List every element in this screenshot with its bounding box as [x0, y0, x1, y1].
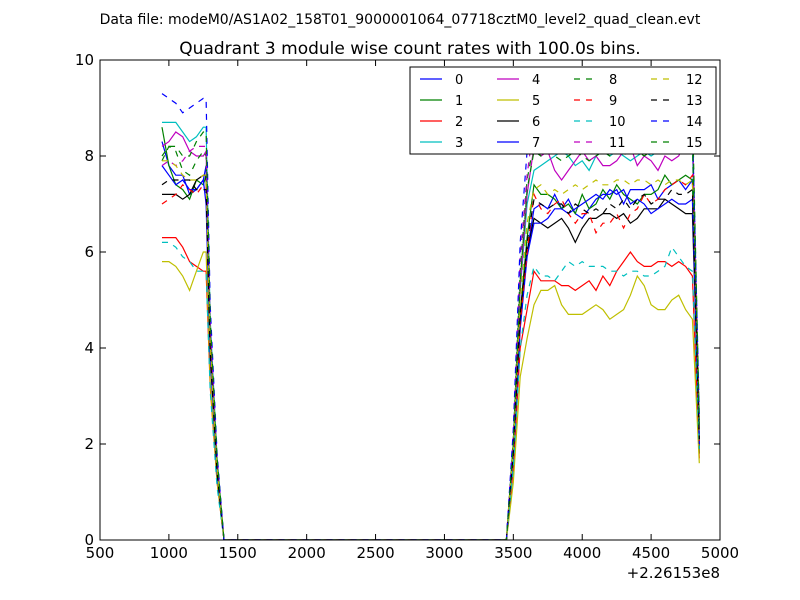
legend-label-10: 10: [609, 115, 626, 130]
legend-label-8: 8: [609, 73, 617, 88]
legend-label-9: 9: [609, 94, 617, 109]
legend-label-7: 7: [532, 136, 540, 151]
y-tick-label: 10: [75, 51, 94, 69]
series-line-10: [162, 241, 700, 540]
y-tick-label: 2: [84, 435, 94, 453]
chart-title: Quadrant 3 module wise count rates with …: [179, 39, 640, 59]
y-tick-label: 6: [84, 243, 94, 261]
x-tick-label: 2000: [288, 544, 326, 562]
x-tick-label: 500: [86, 544, 115, 562]
legend-label-13: 13: [686, 94, 703, 109]
legend-label-14: 14: [686, 115, 703, 130]
x-tick-label: 4000: [563, 544, 601, 562]
legend-label-12: 12: [686, 73, 703, 88]
x-tick-label: 4500: [632, 544, 670, 562]
legend-label-2: 2: [455, 115, 463, 130]
legend-label-11: 11: [609, 136, 626, 151]
legend-label-6: 6: [532, 115, 540, 130]
legend-label-3: 3: [455, 136, 463, 151]
legend-label-4: 4: [532, 73, 540, 88]
x-axis-ticks: 500 1000 1500 2000 2500 3000 3500 4000 4500 5000: [86, 60, 739, 562]
legend-label-0: 0: [455, 73, 463, 88]
legend-label-1: 1: [455, 94, 463, 109]
y-tick-label: 0: [84, 531, 94, 549]
axes-frame: [99, 59, 721, 541]
x-tick-label: 2500: [356, 544, 394, 562]
x-tick-label: 3500: [494, 544, 532, 562]
y-tick-label: 8: [84, 147, 94, 165]
legend-box: [409, 66, 717, 155]
legend-label-15: 15: [686, 136, 703, 151]
figure-suptitle: Data file: modeM0/AS1A02_158T01_90000010…: [100, 12, 701, 28]
x-tick-label: 1000: [150, 544, 188, 562]
legend-label-5: 5: [532, 94, 540, 109]
series-line-15: [161, 131, 700, 540]
x-tick-label: 5000: [701, 544, 739, 562]
x-tick-label: 1500: [219, 544, 257, 562]
y-tick-label: 4: [84, 339, 94, 357]
x-axis-offset-label: +2.26153e8: [627, 564, 720, 582]
x-tick-label: 3000: [425, 544, 463, 562]
series-line-9: [161, 173, 700, 540]
